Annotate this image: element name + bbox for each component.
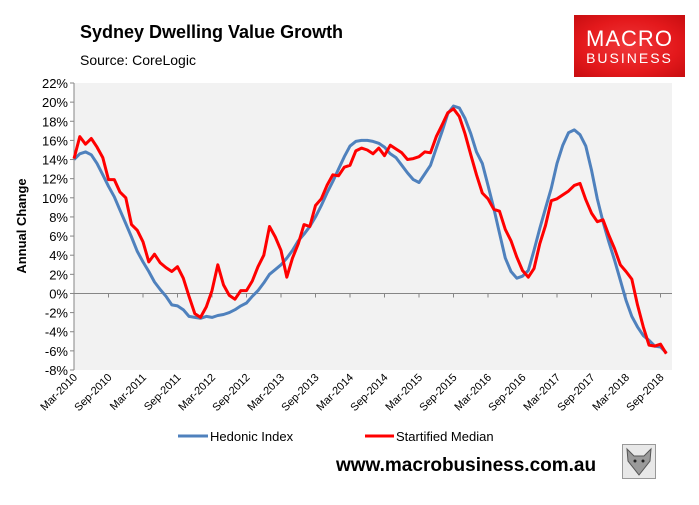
x-tick-label: Sep-2017	[555, 372, 597, 414]
x-tick-label: Sep-2010	[72, 372, 114, 414]
plot-area	[74, 83, 672, 370]
x-tick-label: Sep-2013	[279, 372, 321, 414]
macrobusiness-logo: MACRO BUSINESS	[574, 15, 685, 77]
y-tick-label: 22%	[42, 76, 68, 91]
logo-line-1: MACRO	[586, 26, 673, 51]
series-line-stratified-median	[72, 107, 668, 355]
website-url: www.macrobusiness.com.au	[336, 455, 597, 476]
y-tick-label: 16%	[42, 133, 68, 148]
y-tick-label: 0%	[49, 286, 68, 301]
legend-label-median: Startified Median	[396, 429, 494, 444]
y-tick-label: 14%	[42, 153, 68, 168]
y-tick-label: 10%	[42, 191, 68, 206]
series-line-hedonic-index	[72, 104, 668, 354]
chart-title: Sydney Dwelling Value Growth	[80, 22, 344, 42]
y-tick-label: 20%	[42, 95, 68, 110]
x-tick-label: Sep-2018	[624, 372, 666, 414]
legend-label-hedonic: Hedonic Index	[210, 429, 294, 444]
x-tick-label: Sep-2016	[486, 372, 528, 414]
y-tick-label: 2%	[49, 267, 68, 282]
y-tick-label: 6%	[49, 229, 68, 244]
wolf-icon	[622, 444, 656, 479]
y-tick-label: -2%	[45, 306, 69, 321]
y-tick-label: 4%	[49, 248, 68, 263]
logo-line-2: BUSINESS	[586, 50, 673, 66]
y-tick-label: 18%	[42, 114, 68, 129]
chart-source: Source: CoreLogic	[80, 52, 196, 68]
y-tick-label: -6%	[45, 344, 69, 359]
y-tick-label: -4%	[45, 325, 69, 340]
x-tick-label: Sep-2014	[348, 372, 390, 414]
y-tick-label: 8%	[49, 210, 68, 225]
x-tick-label: Sep-2015	[417, 372, 459, 414]
y-tick-label: -8%	[45, 363, 69, 378]
x-tick-label: Sep-2012	[210, 372, 252, 414]
legend: Hedonic Index Startified Median	[178, 429, 494, 444]
y-axis-label: Annual Change	[14, 178, 29, 273]
y-tick-label: 12%	[42, 172, 68, 187]
